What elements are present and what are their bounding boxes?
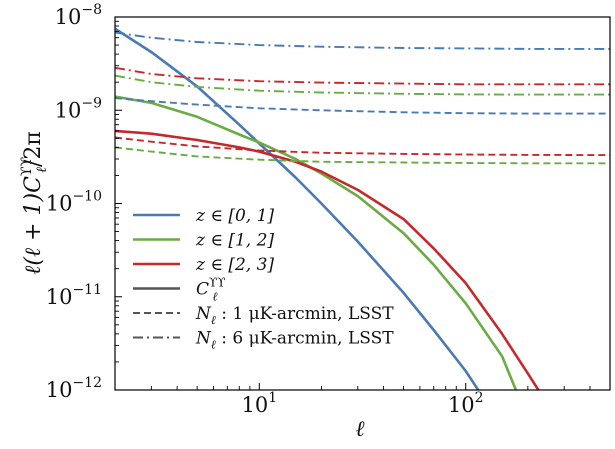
legend-label-2: z ∈ [2, 3]: [195, 255, 274, 275]
series-line-solid-2: [115, 129, 540, 390]
y-tick-exponent: −8: [81, 2, 102, 18]
legend-label-sub: ℓ: [211, 338, 216, 352]
y-tick-base: 10: [46, 285, 73, 309]
y-tick-label: 10−9: [55, 95, 102, 122]
y-tick-base: 10: [46, 192, 73, 216]
x-tick-label: 102: [448, 390, 484, 417]
y-tick-exponent: −12: [72, 375, 102, 391]
x-axis-label: ℓ: [355, 417, 365, 442]
legend-label-main: z ∈ [2, 3]: [195, 255, 274, 275]
x-tick-exponent: 1: [268, 390, 277, 406]
y-tick-base: 10: [55, 5, 82, 29]
legend-label-sub: ℓ: [211, 313, 216, 327]
legend-label-3: Cϒϒ ℓ: [196, 276, 226, 304]
series-layer: [115, 27, 610, 390]
y-tick-exponent: −11: [72, 282, 102, 298]
legend-label-main: z ∈ [1, 2]: [195, 231, 274, 251]
x-tick-base: 10: [241, 393, 268, 417]
x-tick-exponent: 2: [475, 390, 484, 406]
y-tick-base: 10: [55, 98, 82, 122]
legend-label-5: Nℓ : 6 μK-arcmin, LSST: [195, 329, 394, 352]
x-tick-label: 101: [241, 390, 277, 417]
series-line-dashdot-6: [115, 31, 610, 50]
series-line-dashdot-8: [115, 74, 610, 96]
y-axis-label-tail: /2π: [21, 131, 46, 167]
legend-label-sub: ℓ: [213, 290, 218, 304]
y-axis-label-sub: ℓ: [34, 167, 50, 173]
series-line-dashdot-7: [115, 66, 610, 86]
legend-label-4: Nℓ : 1 μK-arcmin, LSST: [195, 304, 394, 327]
legend-label-main: N: [195, 329, 212, 349]
y-tick-label: 10−11: [46, 282, 102, 309]
y-tick-label: 10−10: [46, 189, 102, 216]
legend-label-0: z ∈ [0, 1]: [195, 206, 274, 226]
legend: z ∈ [0, 1]z ∈ [1, 2]z ∈ [2, 3]Cϒϒ ℓNℓ : 1…: [133, 206, 394, 352]
y-axis-label: ℓ(ℓ + 1)Cϒϒℓ/2π: [19, 131, 50, 275]
legend-label-tail: : 1 μK-arcmin, LSST: [216, 304, 394, 324]
y-axis-label-sup: ϒϒ: [19, 156, 35, 176]
x-tick-base: 10: [448, 393, 475, 417]
y-axis-label-main: ℓ(ℓ + 1)C: [21, 176, 46, 275]
legend-label-main: C: [196, 280, 209, 300]
y-tick-exponent: −10: [72, 189, 102, 205]
legend-label-main: N: [195, 304, 212, 324]
legend-label-sup: ϒϒ: [209, 276, 225, 290]
y-tick-label: 10−12: [46, 375, 102, 402]
y-tick-label: 10−8: [55, 2, 102, 29]
series-line-dashed-3: [115, 97, 610, 115]
series-line-solid-0: [115, 27, 480, 390]
legend-label-tail: : 6 μK-arcmin, LSST: [216, 329, 394, 349]
legend-label-1: z ∈ [1, 2]: [195, 231, 274, 251]
legend-label-main: z ∈ [0, 1]: [195, 206, 274, 226]
y-tick-base: 10: [46, 378, 73, 402]
series-line-solid-1: [115, 95, 518, 390]
y-tick-exponent: −9: [81, 95, 102, 111]
